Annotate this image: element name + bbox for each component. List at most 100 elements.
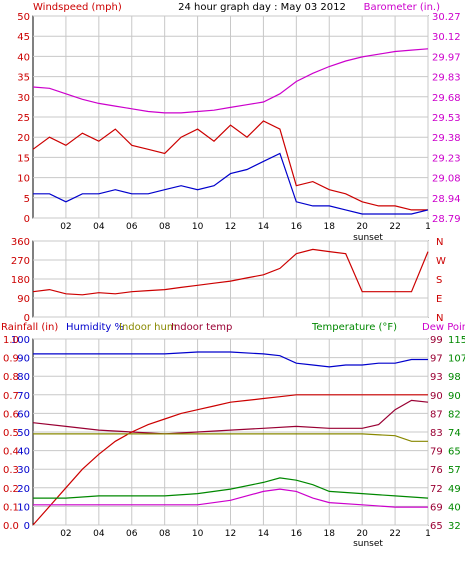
climate-right-tick-label: 69 [430, 502, 443, 513]
direction-left-tick-label: 360 [11, 237, 30, 248]
climate-rain-tick-label: 0.0 [3, 521, 19, 532]
climate-left-tick-label: 90 [17, 354, 30, 365]
climate-series-indoor-hum [33, 433, 428, 442]
climate-series-rainfall [32, 394, 428, 526]
climate-right2-tick-label: 115 [448, 335, 465, 346]
climate-x-tick-label: 04 [93, 529, 105, 539]
climate-series-humidity [33, 351, 428, 368]
climate-x-tick-label: 16 [291, 529, 303, 539]
climate-right2-tick-label: 98 [448, 372, 461, 383]
wind-left-tick-label: 45 [17, 32, 30, 43]
wind-left-tick-label: 0 [24, 214, 30, 225]
climate-right-tick-label: 90 [430, 391, 443, 402]
humidity-axis-label: Humidity % [66, 322, 124, 333]
wind-left-tick-label: 50 [17, 12, 30, 23]
wind-left-tick-label: 35 [17, 73, 30, 84]
climate-right2-tick-label: 82 [448, 409, 461, 420]
wind-x-tick-label: 18 [324, 222, 336, 232]
wind-right-tick-label: 29.83 [432, 73, 461, 84]
wind-right-tick-label: 30.27 [432, 12, 461, 23]
climate-right-tick-label: 97 [430, 354, 443, 365]
direction-left-tick-label: 270 [11, 256, 30, 267]
wind-left-tick-label: 25 [17, 113, 30, 124]
temperature-axis-label: Temperature (°F) [311, 322, 397, 333]
wind-left-tick-label: 15 [17, 153, 30, 164]
climate-right2-tick-label: 65 [448, 447, 461, 458]
climate-right2-tick-label: 90 [448, 391, 461, 402]
climate-right2-tick-label: 32 [448, 521, 461, 532]
climate-x-tick-label: 14 [258, 529, 270, 539]
climate-right-tick-label: 87 [430, 409, 443, 420]
wind-right-tick-label: 29.23 [432, 153, 461, 164]
climate-left-tick-label: 80 [17, 372, 30, 383]
climate-right-tick-label: 65 [430, 521, 443, 532]
climate-x-tick-label: 1 [425, 529, 431, 539]
rainfall-axis-label: Rainfall (in) [1, 322, 58, 333]
direction-left-tick-label: 90 [17, 294, 30, 305]
wind-left-tick-label: 10 [17, 174, 30, 185]
wind-right-tick-label: 29.53 [432, 113, 461, 124]
indoor-temp-axis-label: Indoor temp [171, 322, 232, 333]
wind-right-tick-label: 29.68 [432, 93, 461, 104]
climate-x-tick-label: 10 [192, 529, 204, 539]
wind-right-tick-label: 29.08 [432, 174, 461, 185]
climate-rain-tick-label: 0.2 [3, 484, 19, 495]
direction-left-tick-label: 0 [24, 313, 30, 324]
direction-right-tick-label: E [436, 294, 442, 305]
climate-left-tick-label: 30 [17, 465, 30, 476]
barometer-axis-label: Barometer (in.) [364, 2, 440, 13]
climate-left-tick-label: 50 [17, 428, 30, 439]
wind-x-tick-label: 04 [93, 222, 105, 232]
wind-left-tick-label: 40 [17, 52, 30, 63]
climate-right-tick-label: 83 [430, 428, 443, 439]
climate-left-tick-label: 0 [24, 521, 30, 532]
wind-x-tick-label: 20 [356, 222, 368, 232]
climate-left-tick-label: 40 [17, 447, 30, 458]
climate-x-tick-label: 18 [324, 529, 336, 539]
wind-x-tick-label: 14 [258, 222, 270, 232]
climate-rain-tick-label: 0.7 [3, 391, 19, 402]
indoor-hum-axis-label: Indoor hum [119, 322, 177, 333]
climate-right-tick-label: 76 [430, 465, 443, 476]
direction-right-tick-label: N [436, 237, 443, 248]
climate-right2-tick-label: 74 [448, 428, 461, 439]
climate-right-tick-label: 79 [430, 447, 443, 458]
wind-x-tick-label: 22 [389, 222, 400, 232]
climate-right-tick-label: 93 [430, 372, 443, 383]
wind-series-wind-gust [32, 120, 428, 211]
wind-series-barometer [32, 48, 429, 114]
chart-title: 24 hour graph day : May 03 2012 [178, 2, 346, 13]
climate-rain-tick-label: 0.5 [3, 428, 19, 439]
climate-x-tick-label: 20 [356, 529, 368, 539]
climate-left-tick-label: 60 [17, 409, 30, 420]
climate-series-dew-point [33, 488, 428, 508]
wind-right-tick-label: 29.97 [432, 52, 461, 63]
climate-rain-tick-label: 0.9 [3, 354, 19, 365]
climate-rain-tick-label: 0.1 [3, 502, 19, 513]
windspeed-axis-label: Windspeed (mph) [33, 2, 122, 13]
wind-right-tick-label: 28.79 [432, 214, 461, 225]
wind-x-tick-label: 06 [126, 222, 138, 232]
climate-right-tick-label: 72 [430, 484, 443, 495]
wind-series-wind-speed [33, 152, 429, 215]
wind-left-tick-label: 5 [24, 194, 30, 205]
climate-rain-tick-label: 0.6 [3, 409, 19, 420]
wind-x-tick-label: 08 [159, 222, 171, 232]
wind-x-tick-label: 10 [192, 222, 204, 232]
climate-right2-tick-label: 49 [448, 484, 461, 495]
wind-left-tick-label: 20 [17, 133, 30, 144]
climate-left-tick-label: 20 [17, 484, 30, 495]
climate-right2-tick-label: 57 [448, 465, 461, 476]
climate-rain-tick-label: 0.4 [3, 447, 19, 458]
climate-left-tick-label: 10 [17, 502, 30, 513]
wind-x-tick-label: 1 [425, 222, 431, 232]
climate-x-tick-label: 06 [126, 529, 138, 539]
climate-right-tick-label: 99 [430, 335, 443, 346]
climate-x-tick-label: 08 [159, 529, 171, 539]
wind-right-tick-label: 30.12 [432, 32, 461, 43]
direction-right-tick-label: S [436, 275, 442, 286]
climate-series-indoor-temp [32, 399, 429, 435]
wind-left-tick-label: 30 [17, 93, 30, 104]
